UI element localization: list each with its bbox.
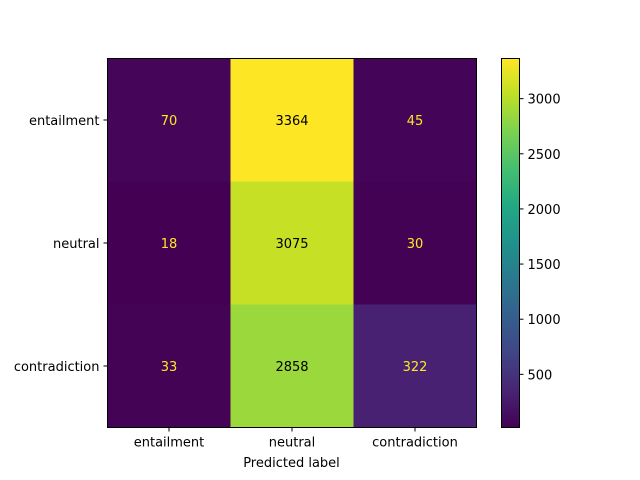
y-tick-label: neutral [53,237,100,252]
colorbar-tick-label: 1000 [528,313,561,328]
colorbar-tick-label: 1500 [528,258,561,273]
heatmap-cell [353,304,477,428]
x-tick-label: contradiction [372,436,458,451]
cell-value-label: 30 [407,237,424,252]
y-tick-label: contradiction [14,360,100,375]
colorbar-ticks: 500 1000 1500 2000 2500 3000 [519,93,561,383]
cell-value-label: 3075 [275,237,308,252]
y-axis-ticks: entailment neutral contradiction [14,114,108,375]
colorbar-tick-label: 500 [528,368,553,383]
cell-value-label: 18 [161,237,178,252]
x-tick-label: entailment [134,436,205,451]
cell-value-labels: 70 3364 45 18 3075 30 33 2858 322 [161,114,428,375]
cell-value-label: 322 [403,360,428,375]
heatmap-cells [107,58,477,428]
colorbar-tick-label: 2000 [528,203,561,218]
cell-value-label: 3364 [275,114,308,129]
x-axis-label: Predicted label [243,456,340,471]
colorbar-tick-label: 2500 [528,148,561,163]
cell-value-label: 2858 [275,360,308,375]
cell-value-label: 45 [407,114,424,129]
heatmap-cell [353,181,477,305]
y-tick-label: entailment [29,114,100,129]
heatmap-cell [107,304,231,428]
heatmap-cell [353,58,477,182]
x-axis-ticks: entailment neutral contradiction [134,427,458,451]
x-tick-label: neutral [269,436,316,451]
colorbar-tick-label: 3000 [528,93,561,108]
colorbar [501,58,520,428]
heatmap-cell [230,181,354,305]
heatmap-cell [107,181,231,305]
heatmap-cell [230,304,354,428]
cell-value-label: 70 [161,114,178,129]
heatmap-cell [107,58,231,182]
cell-value-label: 33 [161,360,178,375]
heatmap-cell [230,58,354,182]
